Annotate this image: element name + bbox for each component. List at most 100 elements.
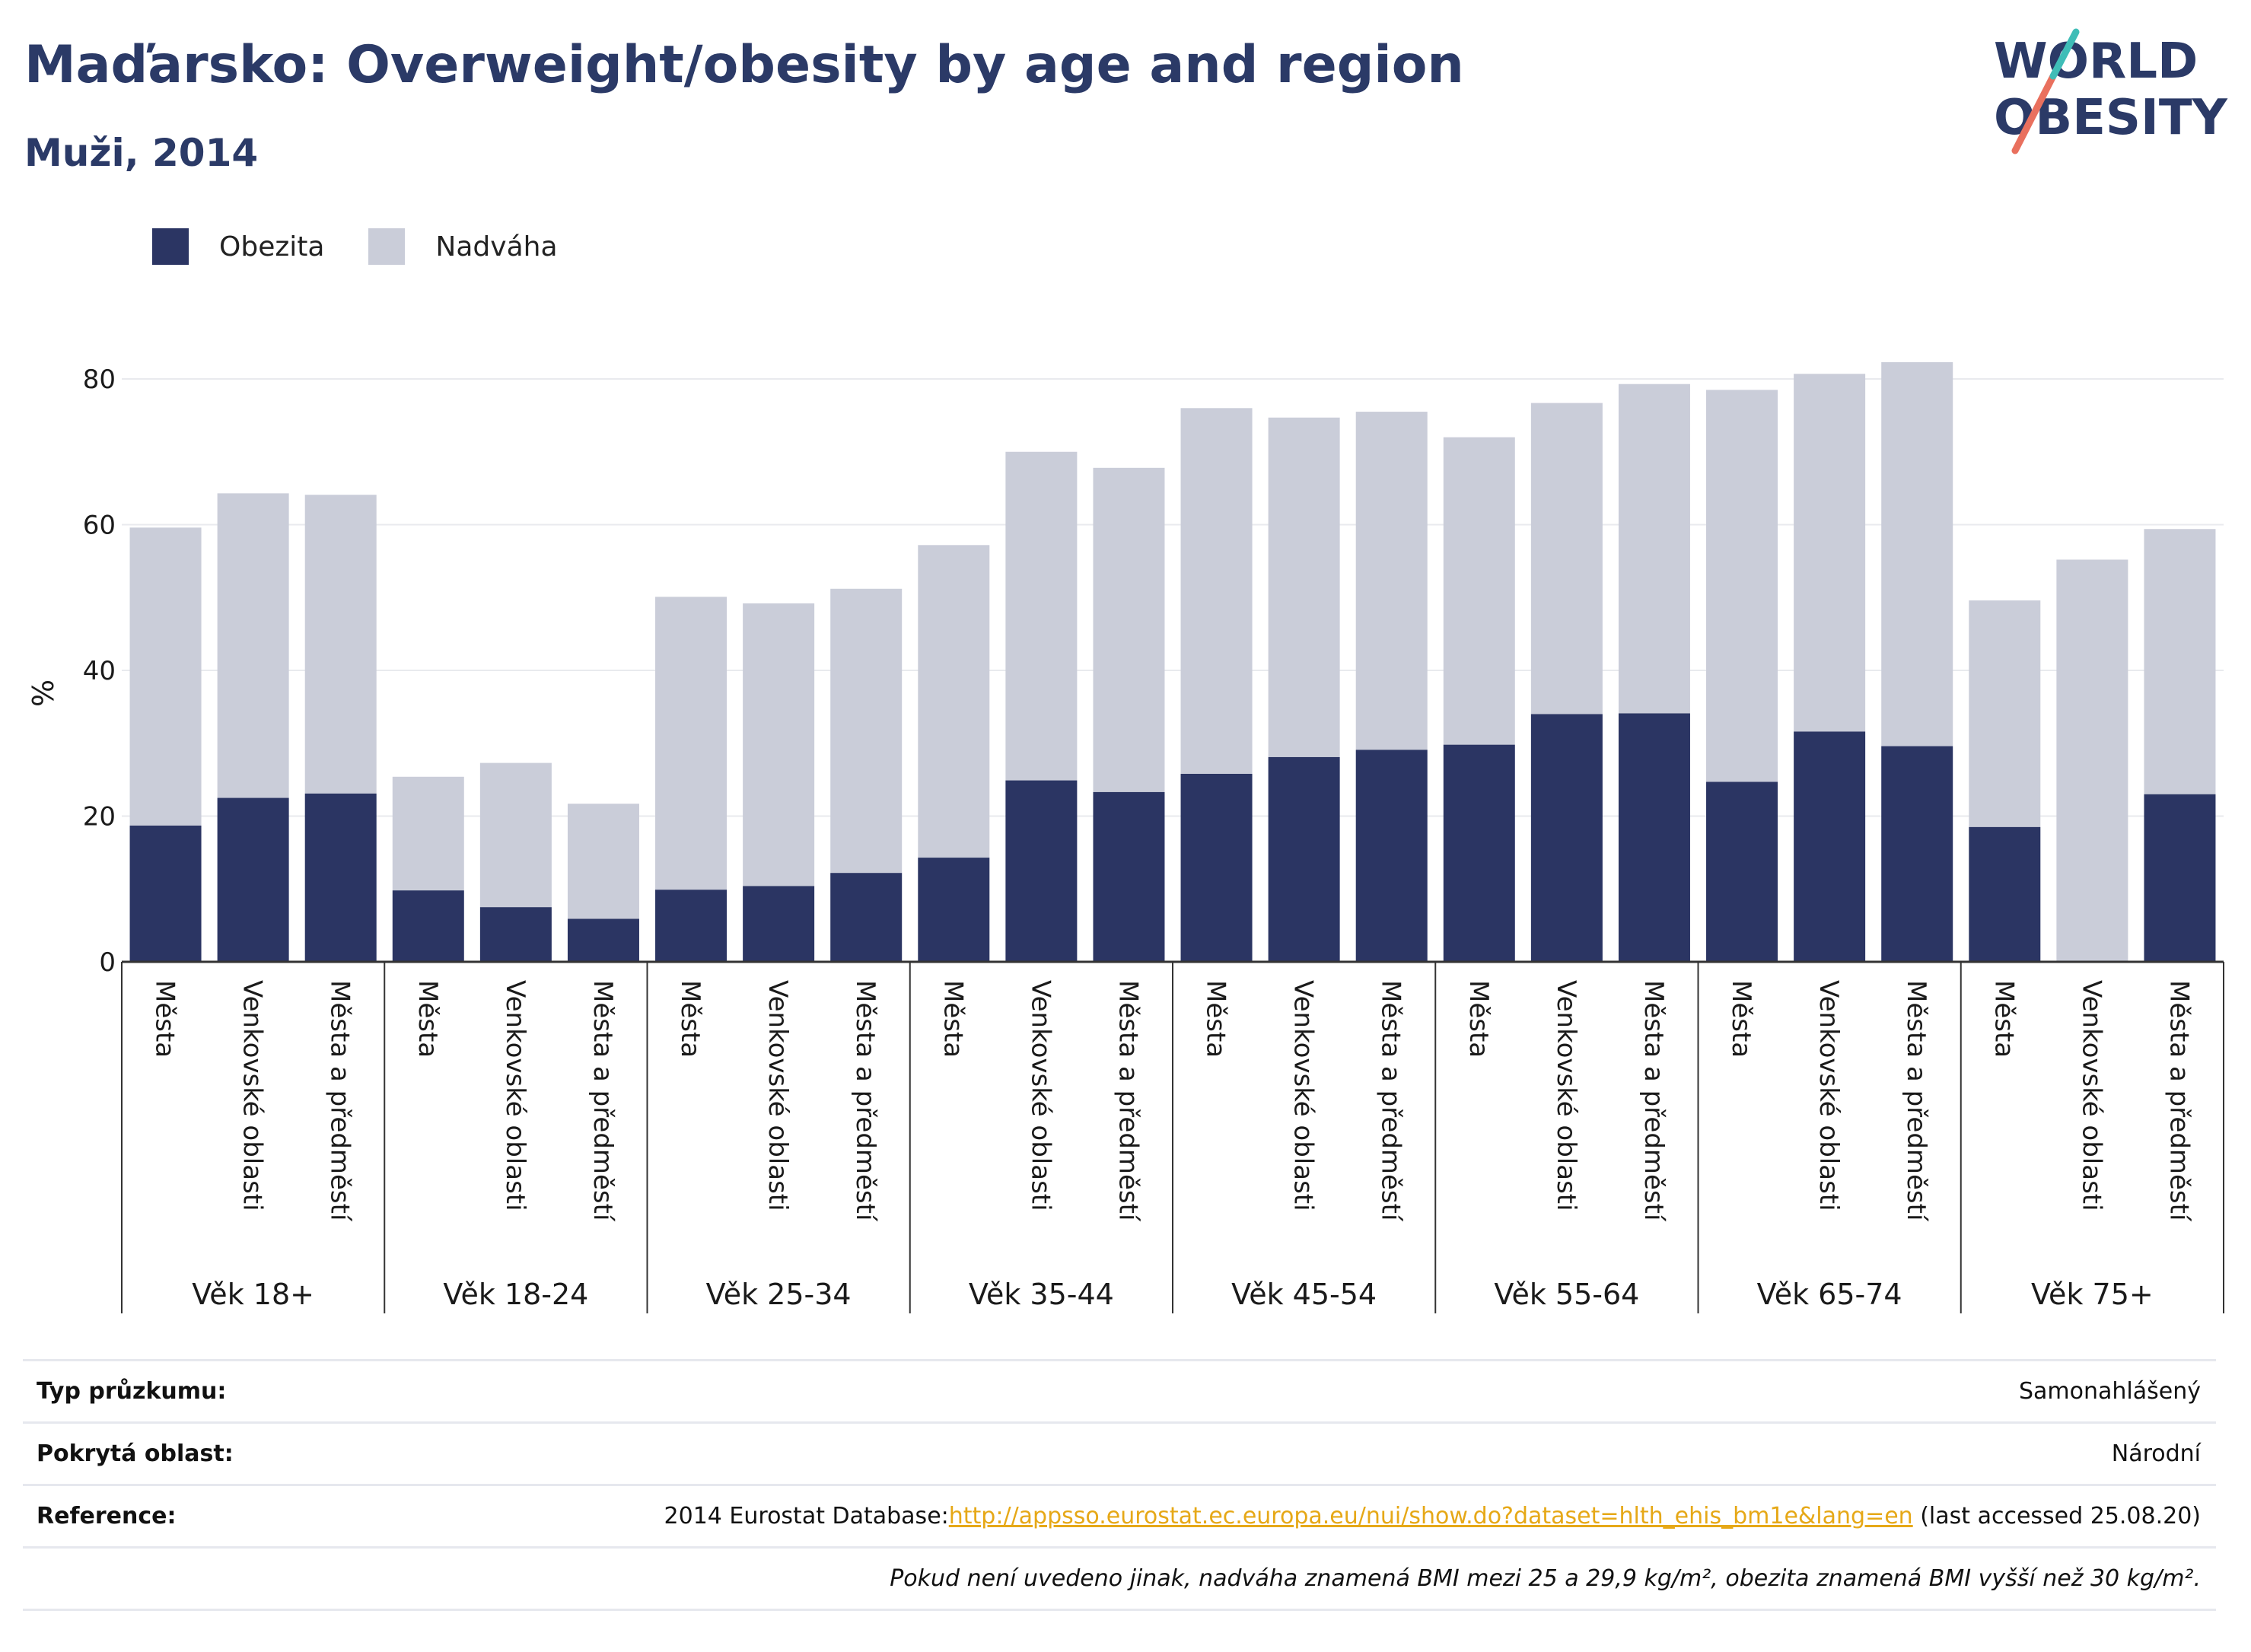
- x-category-label: Města: [675, 980, 705, 1058]
- x-category-label: Města a předměstí: [1638, 980, 1669, 1222]
- legend-label-overweight: Nadváha: [435, 231, 558, 263]
- bar-overweight: [304, 495, 377, 794]
- bar-obesity: [1005, 780, 1078, 962]
- info-row-coverage: Pokrytá oblast: Národní: [23, 1421, 2216, 1486]
- coverage-value: Národní: [2111, 1440, 2201, 1467]
- legend-label-obesity: Obezita: [219, 231, 325, 263]
- y-tick-label: 60: [83, 511, 116, 541]
- chart-subtitle: Muži, 2014: [24, 131, 259, 175]
- reference-value: 2014 Eurostat Database:http://appsso.eur…: [664, 1503, 2201, 1529]
- info-row-survey-type: Typ průzkumu: Samonahlášený: [23, 1359, 2216, 1424]
- bar-obesity: [1355, 750, 1428, 962]
- x-category-label: Města: [1463, 980, 1494, 1058]
- bar-overweight: [1180, 408, 1253, 774]
- x-group-label: Věk 75+: [2031, 1278, 2154, 1311]
- reference-link[interactable]: http://appsso.eurostat.ec.europa.eu/nui/…: [948, 1503, 1913, 1529]
- bar-overweight: [2144, 529, 2216, 794]
- bar-overweight: [392, 776, 464, 891]
- bar-obesity: [1093, 791, 1165, 962]
- x-group-label: Věk 65-74: [1757, 1278, 1902, 1311]
- bar-obesity: [129, 825, 202, 962]
- bar-overweight: [830, 588, 903, 874]
- info-bottom-divider: [23, 1609, 2216, 1611]
- logo-line-1: WORLD: [1994, 33, 2198, 90]
- bar-overweight: [655, 597, 728, 890]
- bar-obesity: [918, 858, 990, 962]
- bar-overweight: [1443, 437, 1515, 745]
- x-group-label: Věk 25-34: [706, 1278, 852, 1311]
- bar-overweight: [129, 527, 202, 826]
- bar-obesity: [1706, 781, 1778, 962]
- bar-obesity: [1180, 773, 1253, 962]
- bar-obesity: [1881, 746, 1953, 962]
- y-axis-label: %: [27, 680, 60, 707]
- stacked-bar-chart: 0 20 40 60 80% Města Venkovské oblasti Města a …: [27, 361, 2224, 1313]
- info-row-reference: Reference: 2014 Eurostat Database:http:/…: [23, 1484, 2216, 1549]
- x-category-label: Venkovské oblasti: [237, 980, 268, 1211]
- chart-title: Maďarsko: Overweight/obesity by age and …: [24, 35, 1464, 95]
- bar-obesity: [1530, 714, 1603, 962]
- x-category-label: Venkovské oblasti: [1551, 980, 1581, 1211]
- legend-item-obesity[interactable]: Obezita: [152, 228, 324, 265]
- x-category-label: Venkovské oblasti: [763, 980, 793, 1211]
- bar-overweight: [1618, 384, 1690, 714]
- bar-overweight: [217, 493, 289, 798]
- world-obesity-logo: WORLD OBESITY: [1994, 28, 2227, 154]
- x-category-label: Města a předměstí: [850, 980, 880, 1222]
- legend-swatch-obesity: [152, 228, 189, 265]
- survey-type-label: Typ průzkumu:: [37, 1378, 227, 1405]
- y-tick-label: 20: [83, 802, 116, 832]
- legend-swatch-overweight: [368, 228, 406, 265]
- bar-obesity: [830, 873, 903, 962]
- info-row-note: Pokud není uvedeno jinak, nadváha znamen…: [23, 1546, 2216, 1611]
- bar-overweight: [567, 804, 639, 919]
- bar-overweight: [1530, 403, 1603, 715]
- chart-legend: Obezita Nadváha: [152, 225, 602, 268]
- x-category-label: Města: [1726, 980, 1756, 1058]
- y-tick-label: 40: [83, 656, 116, 686]
- bar-overweight: [743, 603, 815, 886]
- bar-obesity: [1443, 744, 1515, 962]
- x-category-label: Venkovské oblasti: [500, 980, 530, 1211]
- bar-obesity: [304, 793, 377, 962]
- x-category-label: Venkovské oblasti: [2076, 980, 2106, 1211]
- bar-obesity: [1794, 731, 1866, 962]
- x-group-label: Věk 55-64: [1494, 1278, 1639, 1311]
- bar-overweight: [1355, 412, 1428, 750]
- coverage-label: Pokrytá oblast:: [37, 1440, 234, 1467]
- x-category-label: Města a předměstí: [1901, 980, 1931, 1222]
- reference-label: Reference:: [37, 1503, 177, 1529]
- x-category-label: Města: [150, 980, 180, 1058]
- x-category-label: Venkovské oblasti: [1025, 980, 1055, 1211]
- logo-slash-lower: [2011, 72, 2057, 154]
- x-group-label: Věk 18-24: [443, 1278, 588, 1311]
- reference-suffix: (last accessed 25.08.20): [1912, 1503, 2201, 1529]
- x-group-label: Věk 35-44: [969, 1278, 1114, 1311]
- y-tick-label: 0: [99, 947, 116, 978]
- bar-obesity: [217, 797, 289, 962]
- x-group-label: Věk 45-54: [1231, 1278, 1377, 1311]
- bar-overweight: [1794, 374, 1866, 732]
- legend-item-overweight[interactable]: Nadváha: [368, 228, 558, 265]
- x-category-label: Města: [1201, 980, 1231, 1058]
- x-group-label: Věk 18+: [192, 1278, 314, 1311]
- y-tick-label: 80: [83, 364, 116, 395]
- bar-overweight: [1093, 467, 1165, 792]
- bar-overweight: [918, 545, 990, 858]
- x-category-label: Města a předměstí: [1376, 980, 1406, 1222]
- bar-overweight: [1005, 451, 1078, 781]
- bar-overweight: [479, 762, 552, 908]
- bar-overweight: [1706, 390, 1778, 782]
- x-category-label: Města: [1988, 980, 2019, 1058]
- x-category-label: Města a předměstí: [587, 980, 618, 1222]
- reference-prefix: 2014 Eurostat Database:: [664, 1503, 949, 1529]
- bar-overweight: [1881, 361, 1953, 746]
- bar-overweight: [1268, 417, 1340, 757]
- bar-obesity: [2144, 794, 2216, 962]
- logo-slash-upper: [2049, 28, 2080, 80]
- x-category-label: Města a předměstí: [2163, 980, 2194, 1222]
- bar-overweight: [1969, 600, 2041, 827]
- survey-type-value: Samonahlášený: [2019, 1378, 2201, 1405]
- x-category-label: Venkovské oblasti: [1813, 980, 1844, 1211]
- bar-obesity: [743, 886, 815, 962]
